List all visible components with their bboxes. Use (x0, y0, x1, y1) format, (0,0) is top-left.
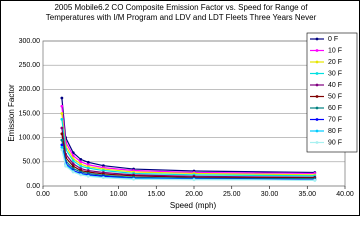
data-point (192, 178, 196, 182)
data-point (71, 170, 75, 174)
data-point (60, 132, 64, 136)
data-point (60, 96, 64, 100)
data-point (60, 148, 64, 152)
legend-marker (315, 95, 319, 98)
data-point (132, 177, 136, 181)
data-point (60, 104, 64, 108)
legend-marker (315, 141, 319, 144)
x-tick-label: 15.00 (147, 191, 165, 198)
x-tick-label: 40.00 (336, 191, 354, 198)
data-point (102, 164, 105, 168)
data-point (86, 160, 90, 164)
data-point (86, 174, 90, 178)
legend-marker (315, 83, 319, 87)
data-point (102, 169, 105, 172)
y-tick-label: 300.00 (19, 38, 41, 45)
legend-marker (315, 129, 319, 133)
legend-label: 30 F (328, 70, 342, 77)
data-point (60, 143, 64, 147)
x-tick-label: 5.00 (74, 191, 88, 198)
legend-label: 0 F (328, 36, 338, 43)
x-axis-label: Speed (mph) (170, 201, 217, 210)
legend-label: 80 F (328, 128, 342, 135)
data-point (79, 173, 83, 177)
x-tick-label: 0.00 (36, 191, 50, 198)
y-tick-label: 150.00 (19, 110, 41, 117)
chart: Emission Factor Speed (mph) 0.00 50.00 100… (7, 32, 358, 210)
data-point (86, 166, 90, 170)
data-point (79, 164, 83, 168)
data-point (64, 164, 68, 168)
data-point (60, 138, 64, 142)
data-point (71, 164, 75, 168)
y-tick-label: 250.00 (19, 62, 41, 69)
chart-title: 2005 Mobile6.2 CO Composite Emission Fac… (45, 3, 317, 22)
x-tick-label: 25.00 (223, 191, 241, 198)
legend-label: 60 F (328, 105, 342, 112)
legend-marker (315, 49, 319, 52)
legend-marker (315, 118, 319, 121)
data-point (86, 163, 90, 167)
legend-label: 70 F (328, 116, 342, 123)
legend-label: 50 F (328, 93, 342, 100)
legend-marker (315, 60, 319, 64)
data-point (60, 145, 64, 149)
data-point (79, 167, 83, 171)
data-point (60, 112, 64, 115)
data-point (71, 159, 75, 163)
y-axis-label: Emission Factor (7, 84, 16, 142)
legend-marker (315, 72, 319, 75)
data-point (60, 117, 64, 121)
data-point (79, 158, 83, 161)
legend-marker (315, 37, 319, 41)
data-point (60, 126, 64, 130)
legend-label: 20 F (328, 59, 342, 66)
x-tick-label: 20.00 (185, 191, 203, 198)
data-point (79, 160, 83, 164)
data-point (313, 178, 317, 182)
x-tick-label: 30.00 (261, 191, 279, 198)
y-tick-label: 100.00 (19, 135, 41, 142)
legend-marker (315, 106, 319, 110)
x-tick-label: 35.00 (298, 191, 316, 198)
legend-label: 40 F (328, 82, 342, 89)
legend-box (306, 32, 358, 153)
data-point (79, 162, 83, 166)
data-point (102, 176, 105, 180)
y-tick-label: 50.00 (22, 159, 40, 166)
legend-label: 10 F (328, 47, 342, 54)
y-tick-label: 0.00 (26, 183, 40, 190)
chart-container: Emission Factor Speed (mph) 0.00 50.00 100… (0, 0, 360, 216)
y-tick-label: 200.00 (19, 86, 41, 93)
legend-label: 90 F (328, 139, 342, 146)
x-tick-label: 10.00 (110, 191, 128, 198)
